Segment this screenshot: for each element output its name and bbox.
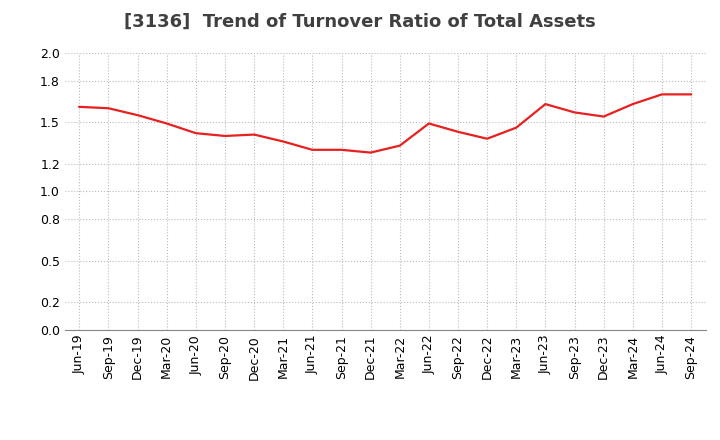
Text: [3136]  Trend of Turnover Ratio of Total Assets: [3136] Trend of Turnover Ratio of Total … — [124, 13, 596, 31]
